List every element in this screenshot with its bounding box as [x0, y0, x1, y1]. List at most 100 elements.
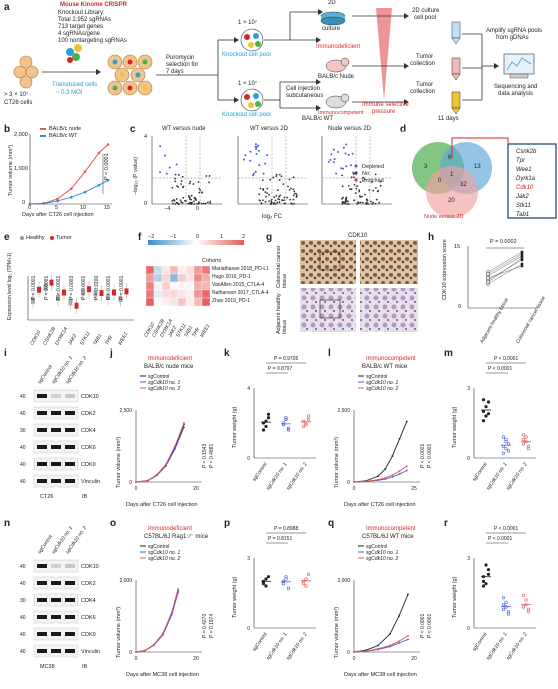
blot-band: [51, 564, 61, 568]
b-point: [106, 178, 110, 182]
heatmap-cell: [177, 281, 187, 291]
c-legend-enriched-dot: [354, 178, 358, 182]
growth-point: [384, 477, 387, 479]
c-point: [190, 194, 193, 197]
c-point: [292, 188, 295, 191]
chart-c: [151, 136, 392, 205]
h-pair-line: [487, 263, 523, 285]
c-point: [359, 181, 362, 184]
e-box-tumor: [99, 290, 104, 297]
c-point: [295, 196, 298, 198]
c-point: [266, 187, 269, 190]
blot-band: [51, 462, 61, 466]
d-gene-8: Tab1: [516, 212, 530, 218]
c-depleted-point: [258, 164, 261, 167]
c-point: [276, 201, 279, 204]
pool-count-1: 1 × 10⁷: [238, 20, 258, 26]
blot-band: [65, 581, 75, 585]
heatmap-cell: [193, 297, 203, 307]
c-depleted-point: [244, 154, 247, 157]
growth-point: [174, 447, 176, 450]
d-gene-5: Cdk10: [516, 185, 534, 191]
e-box-tumor: [49, 279, 54, 286]
c-point: [347, 184, 350, 187]
growth-point: [183, 422, 185, 424]
dot-point: [524, 598, 528, 602]
c-point: [363, 178, 366, 181]
blot-band-label: CDK9: [81, 462, 96, 468]
c-point: [264, 191, 267, 193]
tumor-collection-2b: collection: [410, 89, 436, 95]
blot-strip: [33, 559, 79, 573]
heatmap-cell: [185, 281, 195, 291]
growth-point: [174, 445, 176, 447]
c-point: [374, 202, 377, 205]
heatmap-cell: [201, 281, 211, 291]
puro-label-3: 7 days: [166, 69, 184, 75]
c-point: [278, 195, 280, 198]
c-legend-depleted-dot: [354, 164, 358, 168]
c-point: [368, 189, 371, 191]
growth-xlabel: Days after MC38 cell injection: [344, 672, 417, 678]
panel-label-a: a: [4, 2, 10, 13]
blot-band: [37, 564, 47, 568]
ihc-healthy-low: [300, 288, 356, 332]
c-ylabel: −log₁₀ (P value): [133, 156, 139, 195]
d-gene-4: Dyrk1a: [516, 176, 536, 182]
c-depleted-point: [249, 159, 252, 162]
c-point: [269, 202, 272, 205]
growth-pval: P < 0.0001: [427, 444, 433, 468]
c-depleted-point: [254, 170, 257, 173]
growth-series-line: [353, 635, 409, 653]
c-point: [258, 193, 261, 196]
c-point: [193, 203, 196, 205]
blot-marker: 40: [20, 445, 26, 451]
c-point: [356, 185, 359, 188]
growth-ytick: 0: [129, 650, 132, 656]
e-box-healthy: [31, 297, 35, 304]
e-box-tumor: [87, 286, 91, 293]
h-point-cancer: [520, 252, 524, 256]
dot-point: [481, 419, 486, 423]
dot-point: [484, 414, 488, 418]
dot-xtick: sgControl: [471, 462, 488, 483]
c-point: [287, 185, 289, 188]
growth-point: [353, 481, 355, 483]
c-depleted-point: [255, 148, 258, 151]
heatmap-cell: [153, 289, 163, 299]
growth-legend-label: sgCdk10 no. 1: [148, 380, 180, 386]
c-depleted-point: [345, 143, 348, 146]
growth-point: [407, 634, 409, 637]
blot-band: [51, 479, 61, 483]
c-point: [350, 188, 353, 191]
c-point: [342, 196, 345, 199]
e-pval: P < 0.0001: [118, 275, 125, 300]
c-point: [268, 193, 270, 196]
dot-point: [264, 584, 268, 588]
c-point: [177, 174, 180, 176]
heatmap-cell: [193, 289, 203, 299]
b-xlabel: Days after CT26 cell injection: [22, 212, 94, 218]
blot-band: [65, 632, 75, 636]
growth-xlabel: Days after MC38 cell injection: [126, 672, 199, 678]
b-point: [97, 184, 101, 187]
growth-legend-label: sgCdk10 no. 2: [366, 386, 398, 392]
b-legend-nude: BALB/c nude: [49, 126, 82, 132]
b-point: [56, 199, 59, 203]
blot-marker: 40: [20, 462, 26, 468]
blot-n: sgControl sgCdk10 no. 1 sgCdk10 no. 2 CDK10…: [0, 518, 108, 684]
growth-point: [171, 610, 173, 613]
dot-point: [301, 419, 306, 423]
c-point: [353, 176, 355, 179]
dot-point: [266, 416, 271, 420]
b-pval: P < 0.0001: [104, 153, 110, 180]
c-point: [188, 182, 191, 185]
growth-point: [391, 475, 394, 478]
blot-band: [51, 632, 61, 636]
growth-title: BALB/c WT mice: [362, 364, 408, 370]
growth-xtick: 0: [135, 486, 138, 492]
c-ytick-4: 4: [144, 134, 148, 140]
blot-marker: 40: [20, 411, 26, 417]
dot-point: [501, 451, 506, 455]
b-ytick-2: 1,000: [14, 166, 28, 172]
